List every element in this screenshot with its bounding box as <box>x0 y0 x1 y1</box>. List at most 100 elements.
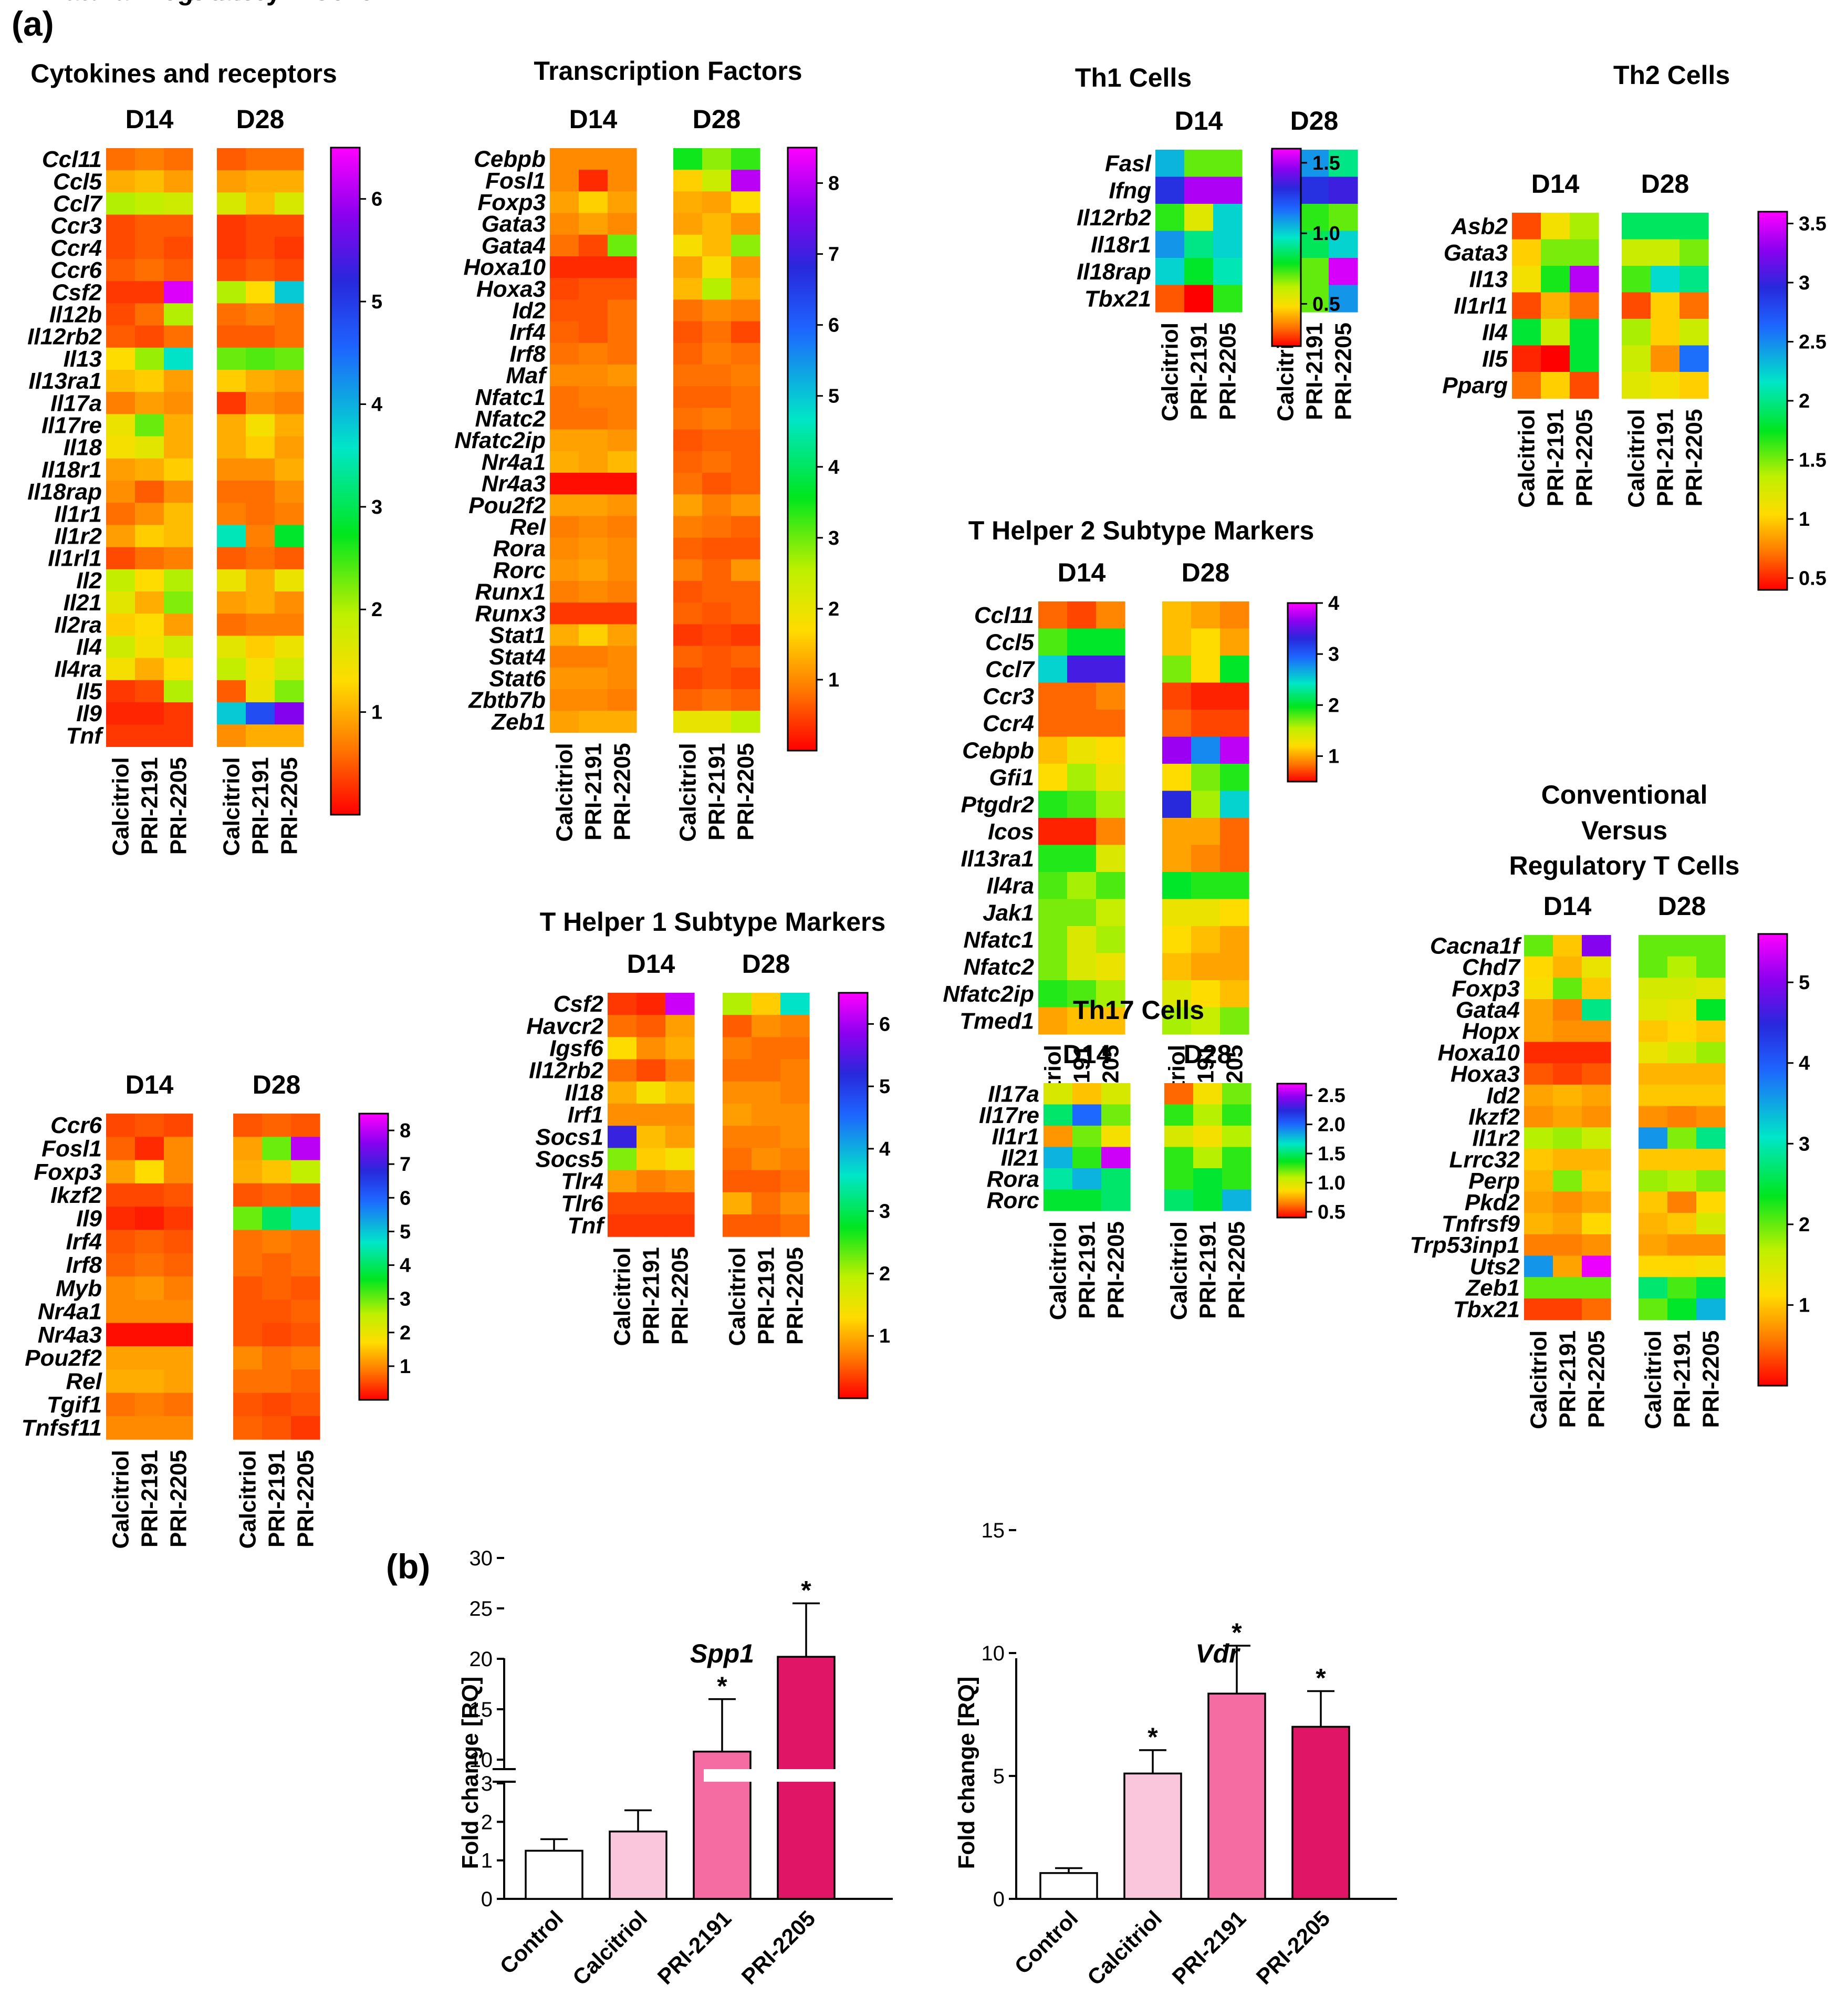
heatmap-cell <box>673 429 703 452</box>
gene-label: Il2 <box>76 568 102 594</box>
heatmap-cell <box>275 392 304 414</box>
heatmap-cell <box>550 537 579 560</box>
heatmap-title-line: Conventional <box>1541 780 1708 809</box>
heatmap-cell <box>135 392 164 414</box>
heatmap-cell <box>1553 1170 1582 1192</box>
gene-label: Ccr6 <box>50 257 102 283</box>
heatmap-cell <box>1044 1147 1073 1169</box>
heatmap-cell <box>1639 1084 1668 1107</box>
heatmap-cell <box>550 191 579 214</box>
heatmap-cell <box>106 1346 135 1370</box>
heatmap-cell <box>608 234 637 257</box>
gene-label: Socs5 <box>535 1147 603 1172</box>
heatmap-title-line: Versus <box>1581 816 1667 845</box>
heatmap-cell <box>550 473 579 495</box>
heatmap-cell <box>723 1037 752 1060</box>
heatmap-cell <box>164 1253 193 1277</box>
heatmap-cell <box>1184 150 1214 178</box>
heatmap-cell <box>1639 1149 1668 1171</box>
heatmap-cell <box>550 408 579 430</box>
gene-label: Maf <box>506 363 548 389</box>
heatmap-cell <box>1553 1234 1582 1256</box>
heatmap-cell <box>135 436 164 459</box>
colorbar-tick-label: 2 <box>400 1322 411 1344</box>
heatmap-cell <box>579 299 608 322</box>
heatmap-cell <box>731 451 760 473</box>
heatmap-cell <box>1622 239 1651 266</box>
heatmap-cell <box>637 1170 666 1193</box>
heatmap-cell <box>673 602 703 625</box>
heatmap-cell <box>608 559 637 581</box>
heatmap-cell <box>164 1276 193 1300</box>
heatmap-cell <box>1639 999 1668 1021</box>
heatmap-cell <box>550 711 579 733</box>
colorbar-tick-label: 3 <box>828 527 839 549</box>
heatmap-title-line: Regulatory T Cells <box>1509 851 1740 880</box>
heatmap-cell <box>1038 656 1068 683</box>
heatmap-cell <box>135 1253 164 1277</box>
heatmap-cell <box>217 325 246 348</box>
time-point-header: D28 <box>1658 891 1706 921</box>
gene-label: Runx3 <box>475 601 546 627</box>
treatment-label: PRI-2191 <box>137 1450 163 1547</box>
gene-label: Stat4 <box>489 644 546 670</box>
gene-label: Hoxa3 <box>1451 1062 1520 1087</box>
heatmap-cell <box>1067 899 1097 927</box>
heatmap-cell <box>233 1183 263 1207</box>
heatmap-cell <box>1220 736 1249 764</box>
heatmap-cell <box>702 170 732 192</box>
heatmap-cell <box>702 408 732 430</box>
heatmap-t-helper-2-subtype-markers: T Helper 2 Subtype MarkersD14CalcitriolP… <box>943 516 1339 1144</box>
time-point-header: D14 <box>126 105 174 134</box>
heatmap-cell <box>752 1214 781 1237</box>
heatmap-cell <box>1184 285 1214 313</box>
bar-chart-title: Spp1 <box>690 1639 754 1668</box>
colorbar-tick-label: 1 <box>1799 508 1810 531</box>
heatmap-cell <box>1038 926 1068 954</box>
gene-label: Zbtb7b <box>467 688 546 713</box>
colorbar-tick-label: 1.5 <box>1312 152 1340 174</box>
heatmap-cell <box>217 170 246 193</box>
colorbar-tick-label: 5 <box>1799 972 1810 994</box>
treatment-label: PRI-2191 <box>581 743 607 840</box>
heatmap-cell <box>1696 935 1726 957</box>
heatmap-cell <box>217 281 246 304</box>
heatmap-cell <box>106 481 135 503</box>
heatmap-cell <box>1096 926 1125 954</box>
heatmap-cell <box>1038 628 1068 656</box>
heatmap-cell <box>246 436 275 459</box>
gene-label: Il18rap <box>1077 259 1151 285</box>
heatmap-cell <box>1651 319 1680 346</box>
treatment-label: Calcitriol <box>108 757 134 856</box>
gene-label: Il4ra <box>54 657 102 682</box>
gene-label: Fosl1 <box>41 1136 102 1161</box>
heatmap-cell <box>673 321 703 344</box>
heatmap-cell <box>1696 1213 1726 1235</box>
heatmap-cell <box>135 481 164 503</box>
gene-label: Hopx <box>1462 1019 1521 1044</box>
heatmap-cell <box>673 408 703 430</box>
heatmap-cell <box>275 591 304 614</box>
heatmap-cell <box>262 1160 291 1184</box>
heatmap-cell <box>702 429 732 452</box>
gene-label: Il13ra1 <box>29 368 102 394</box>
time-point-header: D28 <box>1182 558 1230 587</box>
heatmap-title: Transcription Factors <box>534 56 802 86</box>
heatmap-cell <box>1096 953 1125 981</box>
heatmap-cell <box>702 559 732 581</box>
heatmap-cell <box>1541 319 1570 346</box>
y-tick-label: 15 <box>982 1519 1005 1542</box>
heatmap-cell <box>135 1300 164 1324</box>
heatmap-cell <box>1038 872 1068 900</box>
heatmap-cell <box>1570 345 1599 372</box>
gene-label: Ccr4 <box>983 711 1034 736</box>
heatmap-cell <box>1101 1147 1131 1169</box>
heatmap-cell <box>164 458 193 481</box>
heatmap-cell <box>291 1114 320 1137</box>
gene-label: Fosl1 <box>485 168 546 194</box>
heatmap-cell <box>731 559 760 581</box>
heatmap-cell <box>1220 872 1249 900</box>
heatmap-cell <box>780 1059 810 1082</box>
heatmap-cell <box>164 1393 193 1417</box>
heatmap-cell <box>731 191 760 214</box>
